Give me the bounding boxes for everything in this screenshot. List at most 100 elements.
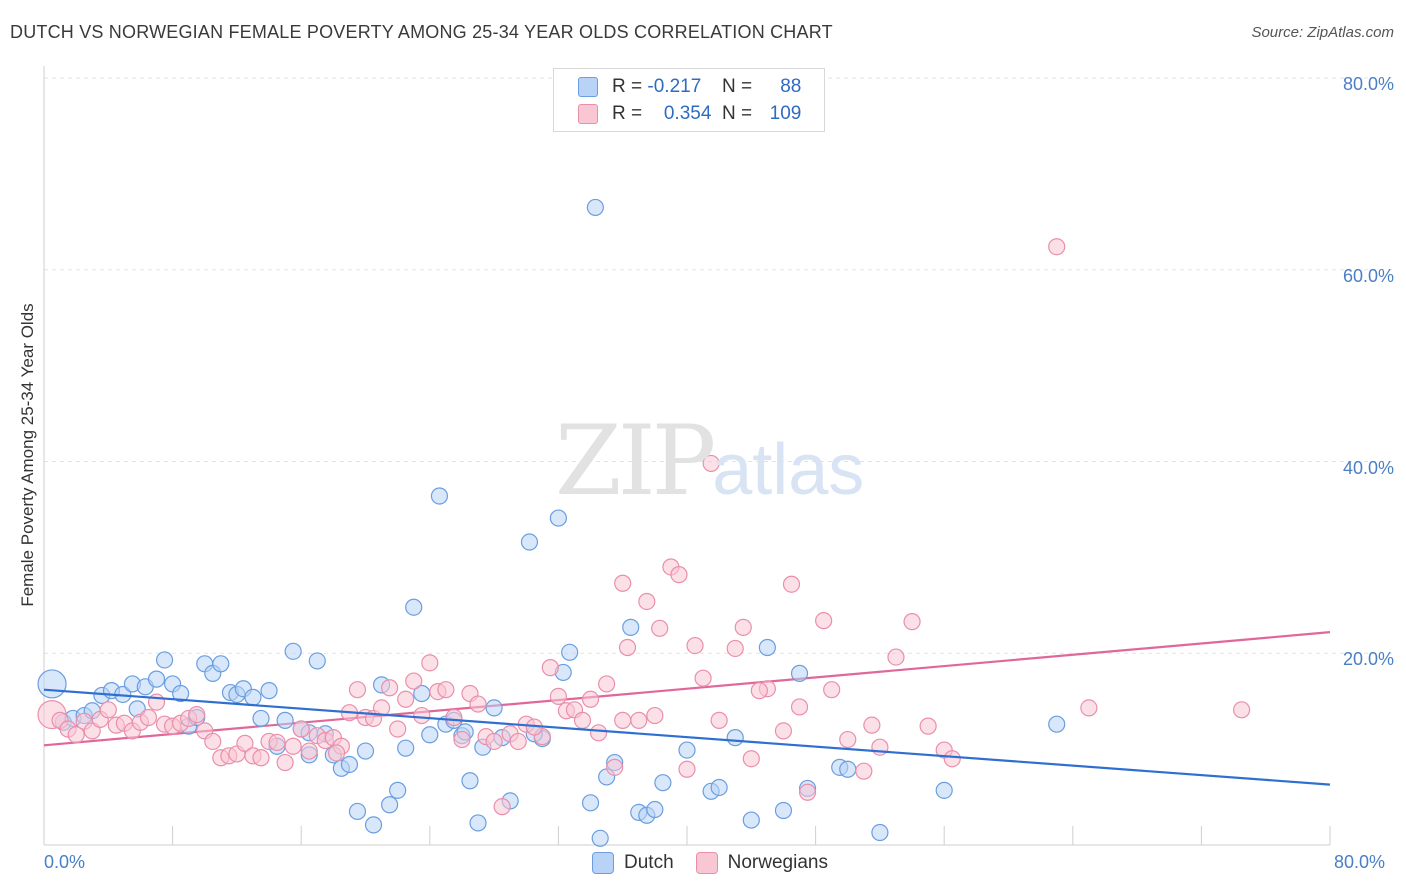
norwegians-point (252, 749, 270, 767)
norwegians-point (292, 720, 310, 738)
norwegians-point (589, 724, 608, 742)
norwegians-point (678, 760, 696, 778)
norwegians-point (839, 730, 857, 749)
norwegians-point (372, 699, 391, 717)
norwegians-legend-label: Norwegians (727, 852, 828, 873)
norwegians-point (284, 737, 302, 755)
dutch-point (790, 664, 809, 682)
norwegians-legend-swatch (695, 852, 718, 874)
dutch-point (469, 814, 487, 832)
dutch-trend-line (43, 688, 1331, 786)
norwegians-point (300, 742, 318, 760)
dutch-swatch (578, 77, 598, 97)
norwegians-point (790, 698, 809, 716)
norwegians-point (581, 690, 600, 708)
norwegians-point (943, 750, 961, 768)
chart-title: DUTCH VS NORWEGIAN FEMALE POVERTY AMONG … (10, 22, 833, 42)
dutch-point (147, 670, 166, 688)
norwegians-point (618, 638, 637, 657)
dutch-point (654, 774, 672, 792)
dutch-point (871, 823, 889, 842)
dutch-legend-label: Dutch (624, 852, 674, 873)
norwegians-point (670, 566, 688, 584)
norwegians-swatch (578, 104, 598, 124)
dutch-point (155, 651, 174, 669)
norwegians-point (1080, 699, 1098, 717)
norwegians-point (651, 619, 669, 637)
y-tick-label: 20.0% (1342, 649, 1394, 670)
norwegians-point (493, 798, 511, 816)
norwegians-point (614, 574, 632, 592)
legend-item-dutch: Dutch (592, 852, 674, 874)
x-tick-label-max: 80.0% (1334, 852, 1386, 872)
norwegians-point (204, 732, 222, 751)
dutch-point (935, 781, 953, 799)
dutch-point (581, 794, 600, 812)
norwegians-point (855, 762, 873, 780)
norwegians-point (823, 681, 841, 699)
norwegians-point (276, 753, 294, 772)
legend-row-dutch: R = -0.217 N = 88 (578, 75, 801, 99)
dutch-point (252, 709, 270, 728)
dutch-point (389, 781, 407, 799)
dutch-n-value: 88 (780, 76, 802, 97)
dutch-point (710, 778, 728, 797)
norwegians-point (437, 681, 455, 699)
norwegians-point (598, 675, 616, 693)
norwegians-point (397, 690, 415, 708)
dutch-point (308, 652, 326, 670)
norwegians-point (606, 758, 624, 776)
norwegians-point (742, 750, 760, 768)
norwegians-point (445, 708, 463, 727)
dutch-point (340, 755, 359, 774)
legend-n-label: N = (721, 76, 753, 97)
dutch-point (430, 487, 449, 505)
norwegians-point (573, 711, 592, 729)
norwegians-point (782, 575, 801, 593)
dutch-point (774, 801, 793, 820)
norwegians-point (485, 732, 503, 751)
dutch-point (284, 642, 302, 660)
norwegians-point (541, 659, 559, 677)
norwegians-point (1232, 701, 1251, 719)
norwegians-point (67, 726, 85, 744)
norwegians-point (815, 612, 833, 630)
dutch-point (839, 760, 857, 778)
dutch-point (260, 682, 278, 700)
norwegians-point (750, 682, 768, 700)
dutch-point (461, 772, 479, 790)
norwegians-point (405, 672, 423, 690)
dutch-r-value: -0.217 (647, 76, 702, 97)
dutch-point (1048, 715, 1066, 733)
dutch-points (37, 198, 1066, 847)
dutch-point (381, 796, 399, 814)
dutch-point (276, 711, 294, 729)
dutch-point (678, 741, 696, 759)
dutch-point (726, 729, 744, 747)
norwegians-point (469, 695, 487, 713)
legend-row-norwegians: R = 0.354 N = 109 (578, 102, 801, 126)
dutch-point (520, 533, 539, 551)
norwegians-point (774, 722, 793, 740)
norwegians-point (268, 733, 286, 752)
norwegians-point (903, 613, 921, 631)
norwegians-point (139, 708, 158, 727)
norwegians-point (702, 454, 720, 473)
norwegians-point (734, 618, 752, 636)
dutch-point (549, 509, 568, 527)
norwegians-point (798, 783, 817, 801)
dutch-point (742, 811, 760, 829)
norwegians-point (646, 706, 664, 725)
norwegians-point (413, 706, 431, 725)
norwegians-point (327, 744, 346, 762)
norwegians-point (421, 654, 439, 672)
source-label: Source: ZipAtlas.com (1251, 24, 1394, 41)
norwegians-point (549, 687, 568, 705)
dutch-point (586, 198, 604, 217)
legend-r-label: R = (612, 76, 643, 97)
y-tick-label: 80.0% (1342, 74, 1394, 94)
norwegians-point (99, 701, 117, 719)
norwegians-r-value: 0.354 (663, 103, 712, 124)
dutch-point (758, 638, 776, 657)
